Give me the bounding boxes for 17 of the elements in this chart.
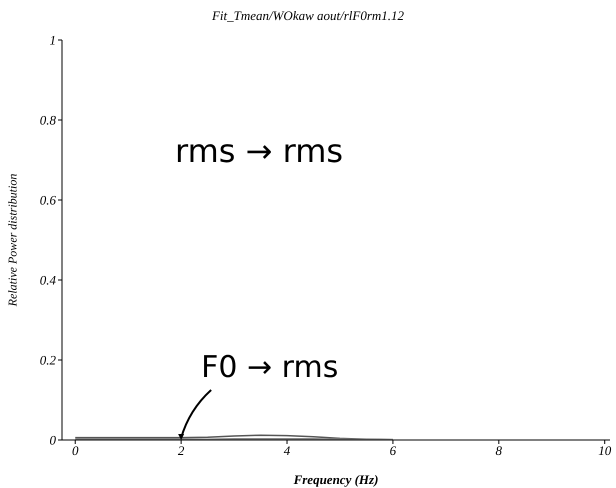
y-axis-title: Relative Power distribution [5,174,20,308]
x-tick-label: 6 [390,443,397,458]
x-tick-label: 4 [284,443,291,458]
y-tick-label: 0.8 [40,112,56,128]
annotation: F0 → rms [201,350,338,385]
y-tick-label: 0.4 [40,272,56,288]
annotation: rms → rms [175,132,344,170]
y-tick-label: 0 [50,432,56,448]
y-tick-label: 0.2 [40,352,56,368]
x-tick-label: 0 [72,443,79,458]
y-tick-label: 0.6 [40,192,56,208]
y-tick-label: 1 [50,32,56,48]
x-tick-label: 8 [496,443,503,458]
chart-title: Fit_Tmean/WOkaw aout/rlF0rm1.12 [210,8,406,24]
x-tick-label: 10 [598,443,612,458]
x-axis-title: Frequency (Hz) [292,472,378,487]
x-tick-label: 2 [178,443,185,458]
